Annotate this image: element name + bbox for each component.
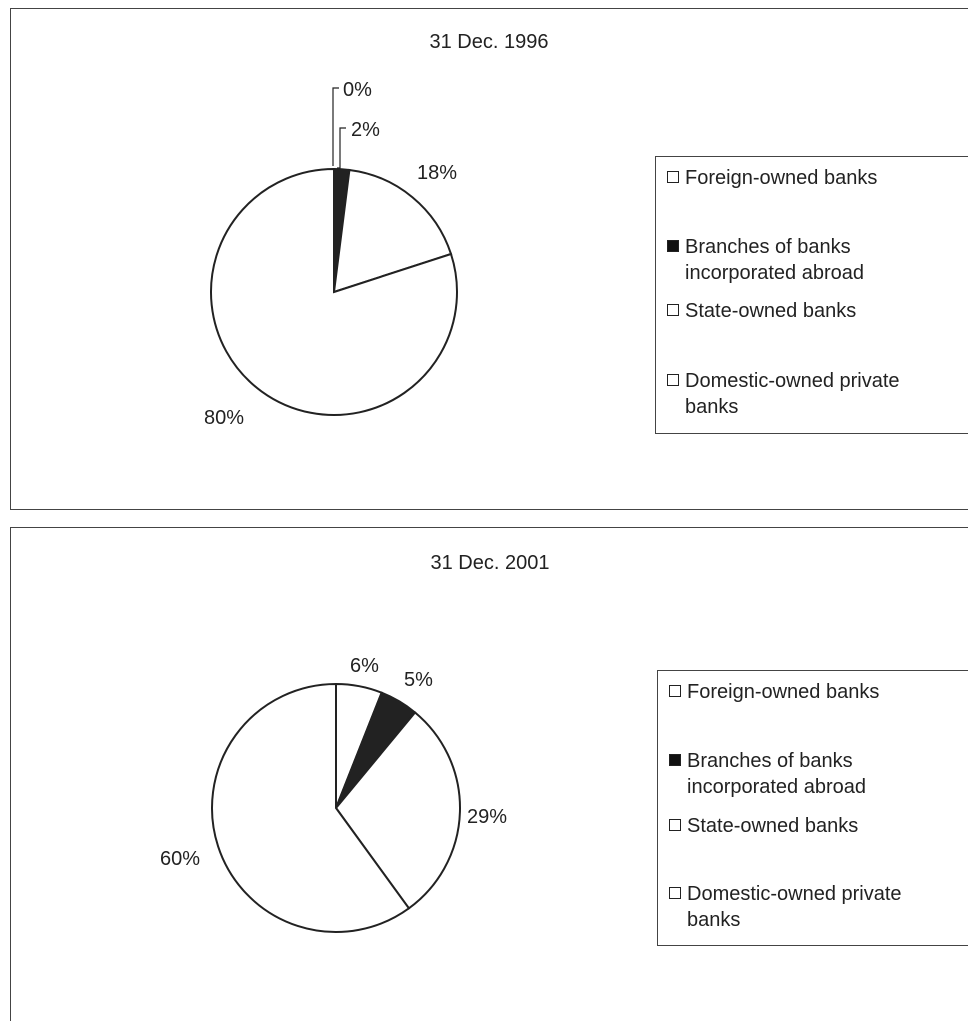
- slice-label: 2%: [351, 119, 380, 141]
- pie-slice-3: [210, 167, 458, 416]
- pie-slice-3: [211, 682, 411, 933]
- slice-label: 29%: [467, 806, 507, 828]
- slice-label: 18%: [417, 162, 457, 184]
- legend-item-domestic-private: Domestic-owned private banks: [669, 881, 968, 933]
- slice-label: 6%: [350, 655, 379, 677]
- legend-label-line2: incorporated abroad: [685, 262, 865, 284]
- legend-swatch: [667, 304, 679, 316]
- slice-label: 80%: [204, 407, 244, 429]
- legend-label: Branches of banks: [685, 236, 851, 258]
- legend-item-branches-abroad: Branches of banks incorporated abroad: [669, 748, 968, 800]
- legend-item-foreign-owned: Foreign-owned banks: [669, 679, 968, 705]
- pie-chart-1996: 0% 2% 18% 80%: [204, 79, 458, 429]
- legend-label: State-owned banks: [685, 300, 857, 322]
- legend-label-line2: incorporated abroad: [687, 776, 867, 798]
- legend-label: State-owned banks: [687, 815, 859, 837]
- chart-title: 31 Dec. 2001: [430, 552, 550, 574]
- leader-line: [332, 87, 339, 166]
- legend-item-foreign-owned: Foreign-owned banks: [667, 165, 967, 191]
- legend-label-line2: banks: [685, 396, 739, 418]
- leader-line: [337, 127, 346, 169]
- pie-chart-2001: 6% 5% 29% 60%: [160, 655, 507, 933]
- slice-label: 0%: [343, 79, 372, 101]
- legend-label-line2: banks: [687, 909, 741, 931]
- legend-label: Domestic-owned private: [687, 883, 902, 905]
- slice-label: 60%: [160, 848, 200, 870]
- legend-item-state-owned: State-owned banks: [667, 298, 967, 324]
- legend-label: Branches of banks: [687, 750, 853, 772]
- pie-slice-2: [334, 711, 461, 910]
- chart-panel-2001: 31 Dec. 2001 6% 5% 29% 60% Foreign-owned ba…: [10, 527, 968, 1021]
- legend-item-domestic-private: Domestic-owned private banks: [667, 368, 967, 420]
- legend-swatch: [669, 819, 681, 831]
- legend-swatch: [667, 171, 679, 183]
- legend: Foreign-owned banks Branches of banks in…: [657, 670, 968, 946]
- legend-swatch: [669, 887, 681, 899]
- slice-label: 5%: [404, 669, 433, 691]
- legend-swatch: [667, 240, 679, 252]
- legend-swatch: [669, 754, 681, 766]
- legend: Foreign-owned banks Branches of banks in…: [655, 156, 968, 434]
- chart-panel-1996: 31 Dec. 1996 0% 2% 18% 80% Foreign-owned ba…: [10, 8, 968, 510]
- pie-slice-2: [332, 168, 453, 294]
- legend-label: Foreign-owned banks: [687, 681, 880, 703]
- legend-item-state-owned: State-owned banks: [669, 813, 968, 839]
- legend-label: Foreign-owned banks: [685, 167, 878, 189]
- legend-label: Domestic-owned private: [685, 370, 900, 392]
- legend-swatch: [667, 374, 679, 386]
- legend-item-branches-abroad: Branches of banks incorporated abroad: [667, 234, 967, 286]
- legend-swatch: [669, 685, 681, 697]
- chart-title: 31 Dec. 1996: [429, 31, 549, 53]
